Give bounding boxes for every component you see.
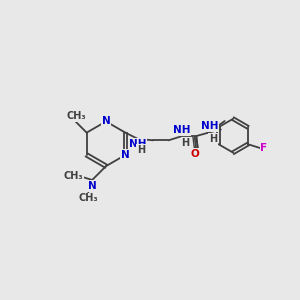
Text: O: O — [190, 149, 199, 159]
Text: N: N — [121, 150, 130, 160]
Text: NH: NH — [200, 122, 218, 131]
Text: N: N — [88, 181, 97, 191]
Text: CH₃: CH₃ — [64, 171, 83, 181]
Text: H: H — [209, 134, 217, 144]
Text: NH: NH — [129, 139, 146, 149]
Text: CH₃: CH₃ — [79, 194, 98, 203]
Text: NH: NH — [173, 125, 190, 135]
Text: H: H — [137, 145, 145, 154]
Text: CH₃: CH₃ — [66, 112, 86, 122]
Text: N: N — [102, 116, 110, 127]
Text: H: H — [181, 138, 190, 148]
Text: F: F — [260, 143, 268, 153]
